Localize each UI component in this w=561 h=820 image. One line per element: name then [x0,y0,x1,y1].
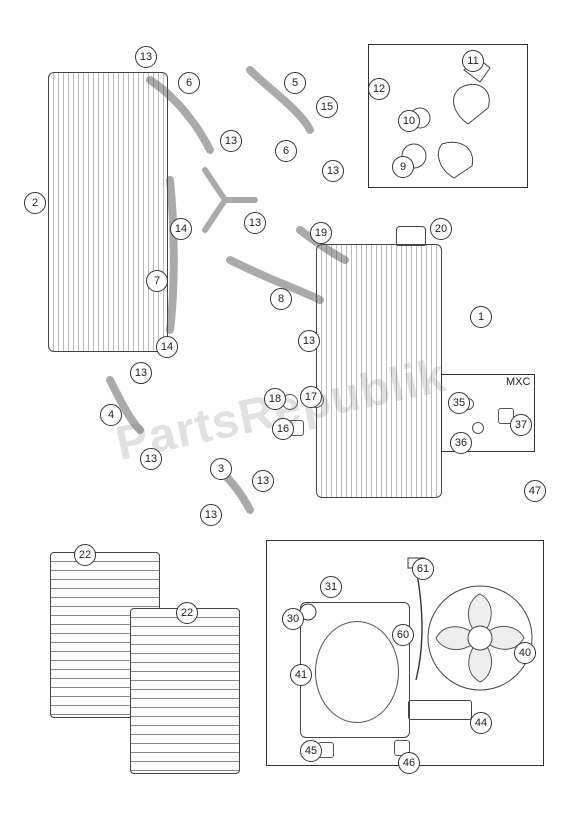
callout-61: 61 [412,558,434,580]
callout-10: 10 [398,110,420,132]
callout-8: 8 [270,288,292,310]
callout-5: 5 [284,72,306,94]
callout-3: 3 [210,458,232,480]
callout-12: 12 [368,78,390,100]
callout-18: 18 [264,388,286,410]
callout-9: 9 [392,156,414,178]
callout-13: 13 [322,160,344,182]
callout-47: 47 [524,480,546,502]
callout-41: 41 [290,664,312,686]
callout-22: 22 [74,544,96,566]
callout-14: 14 [156,336,178,358]
callout-13: 13 [220,130,242,152]
callout-13: 13 [298,330,320,352]
callout-19: 19 [310,222,332,244]
callout-35: 35 [448,392,470,414]
callout-37: 37 [510,414,532,436]
callout-7: 7 [146,270,168,292]
callout-31: 31 [320,576,342,598]
callout-22: 22 [176,602,198,624]
callout-1: 1 [470,306,492,328]
callout-13: 13 [140,448,162,470]
callout-46: 46 [398,752,420,774]
callout-2: 2 [24,192,46,214]
mxc-label: MXC [506,376,530,388]
callout-13: 13 [200,504,222,526]
callout-13: 13 [130,362,152,384]
callout-11: 11 [462,50,484,72]
fan-wiring [266,540,544,766]
callout-40: 40 [514,642,536,664]
callout-16: 16 [272,418,294,440]
callout-14: 14 [170,218,192,240]
callout-45: 45 [300,740,322,762]
parts-diagram: MXC PartsRepublik 1365151112109213613141… [0,0,561,820]
mxc-part-36 [472,422,484,434]
callout-30: 30 [282,608,304,630]
callout-6: 6 [178,72,200,94]
callout-60: 60 [392,624,414,646]
callout-36: 36 [450,432,472,454]
callout-20: 20 [430,218,452,240]
callout-6: 6 [275,140,297,162]
fan-bracket [408,700,472,720]
callout-13: 13 [135,46,157,68]
callout-13: 13 [244,212,266,234]
callout-13: 13 [252,470,274,492]
callout-17: 17 [300,386,322,408]
callout-15: 15 [316,96,338,118]
callout-4: 4 [100,404,122,426]
callout-44: 44 [470,712,492,734]
